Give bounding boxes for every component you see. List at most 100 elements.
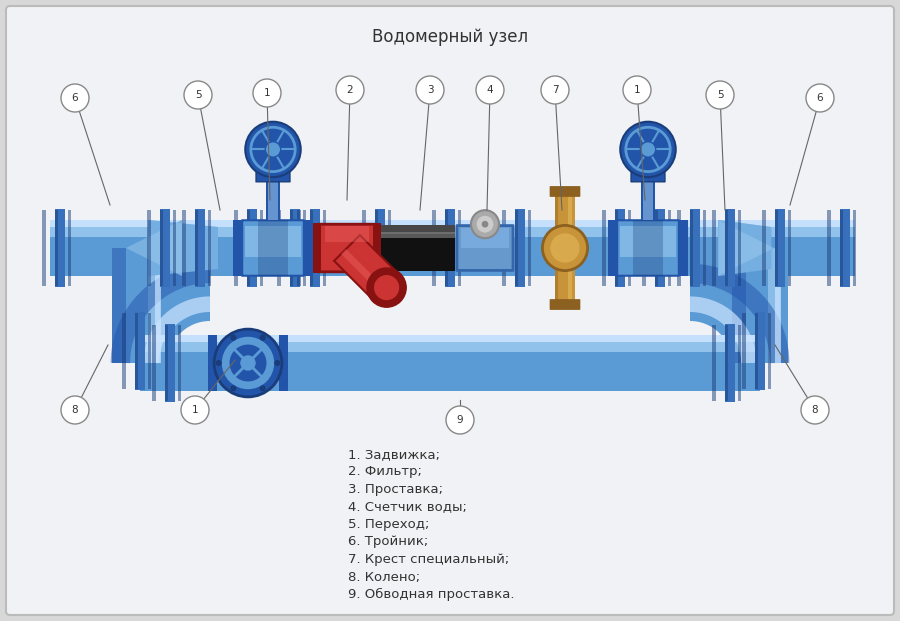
- Bar: [760, 262, 855, 276]
- Bar: [42, 210, 46, 286]
- Text: 5: 5: [194, 90, 202, 100]
- Bar: [195, 209, 205, 287]
- Bar: [760, 220, 855, 227]
- Bar: [148, 210, 150, 286]
- Circle shape: [620, 122, 676, 177]
- Circle shape: [806, 84, 834, 112]
- Bar: [633, 220, 663, 276]
- Bar: [140, 220, 760, 227]
- Bar: [678, 220, 688, 276]
- Circle shape: [374, 275, 400, 300]
- Bar: [840, 210, 843, 286]
- Polygon shape: [148, 220, 218, 276]
- FancyBboxPatch shape: [631, 171, 665, 182]
- Bar: [755, 312, 765, 390]
- Bar: [160, 209, 170, 287]
- Bar: [135, 312, 145, 390]
- Bar: [233, 220, 244, 276]
- Circle shape: [184, 81, 212, 109]
- Bar: [257, 220, 288, 276]
- Bar: [290, 209, 300, 287]
- Bar: [515, 210, 518, 286]
- Bar: [555, 270, 558, 301]
- Circle shape: [240, 355, 256, 371]
- Circle shape: [471, 210, 499, 238]
- Bar: [234, 210, 238, 286]
- Bar: [55, 209, 65, 287]
- Text: 5. Переход;: 5. Переход;: [348, 518, 429, 531]
- Bar: [602, 210, 606, 286]
- Bar: [655, 210, 658, 286]
- Bar: [725, 210, 728, 286]
- Polygon shape: [112, 265, 210, 363]
- Bar: [515, 209, 525, 287]
- Bar: [160, 209, 170, 287]
- Bar: [788, 210, 791, 286]
- Bar: [208, 210, 211, 286]
- Bar: [325, 225, 369, 242]
- Bar: [140, 335, 760, 391]
- Bar: [515, 209, 525, 287]
- Bar: [247, 209, 257, 287]
- Bar: [644, 180, 652, 220]
- Bar: [742, 313, 746, 389]
- Text: 7: 7: [552, 85, 558, 95]
- Circle shape: [61, 84, 89, 112]
- Text: 1: 1: [192, 405, 198, 415]
- FancyBboxPatch shape: [551, 300, 580, 309]
- Bar: [725, 324, 735, 402]
- Bar: [375, 225, 455, 234]
- Bar: [140, 262, 760, 276]
- Circle shape: [336, 76, 364, 104]
- Circle shape: [230, 345, 266, 381]
- Circle shape: [274, 360, 280, 366]
- Text: 3. Проставка;: 3. Проставка;: [348, 483, 443, 496]
- Text: 7. Крест специальный;: 7. Крест специальный;: [348, 553, 509, 566]
- Bar: [208, 335, 217, 391]
- Bar: [755, 313, 759, 389]
- Bar: [160, 210, 163, 286]
- Bar: [55, 209, 65, 287]
- Bar: [852, 210, 856, 286]
- Text: 1: 1: [634, 85, 640, 95]
- Bar: [608, 220, 618, 276]
- FancyBboxPatch shape: [242, 220, 304, 276]
- Bar: [173, 210, 176, 286]
- Bar: [165, 324, 175, 402]
- Bar: [445, 209, 455, 287]
- Circle shape: [541, 76, 569, 104]
- Bar: [655, 209, 665, 287]
- Circle shape: [543, 225, 588, 271]
- Bar: [725, 209, 735, 287]
- Circle shape: [367, 268, 406, 307]
- Circle shape: [230, 385, 237, 391]
- Bar: [703, 210, 706, 286]
- Bar: [668, 210, 670, 286]
- Bar: [165, 325, 168, 401]
- Bar: [140, 220, 760, 276]
- Bar: [445, 210, 448, 286]
- Bar: [375, 232, 455, 238]
- Circle shape: [181, 396, 209, 424]
- Bar: [310, 209, 320, 287]
- Bar: [290, 210, 293, 286]
- FancyBboxPatch shape: [256, 171, 290, 182]
- Bar: [363, 210, 365, 286]
- Bar: [112, 248, 126, 363]
- Bar: [690, 209, 700, 287]
- Bar: [322, 210, 326, 286]
- Bar: [277, 210, 281, 286]
- Polygon shape: [148, 220, 218, 276]
- Circle shape: [216, 360, 221, 366]
- Bar: [310, 210, 313, 286]
- Circle shape: [416, 76, 444, 104]
- Bar: [259, 210, 263, 286]
- Bar: [375, 209, 385, 287]
- Bar: [555, 195, 575, 227]
- Text: 9. Обводная проставка.: 9. Обводная проставка.: [348, 588, 515, 601]
- Text: 9: 9: [456, 415, 464, 425]
- Bar: [375, 210, 378, 286]
- Bar: [373, 223, 381, 273]
- Text: 6. Тройник;: 6. Тройник;: [348, 535, 428, 548]
- Polygon shape: [334, 235, 400, 301]
